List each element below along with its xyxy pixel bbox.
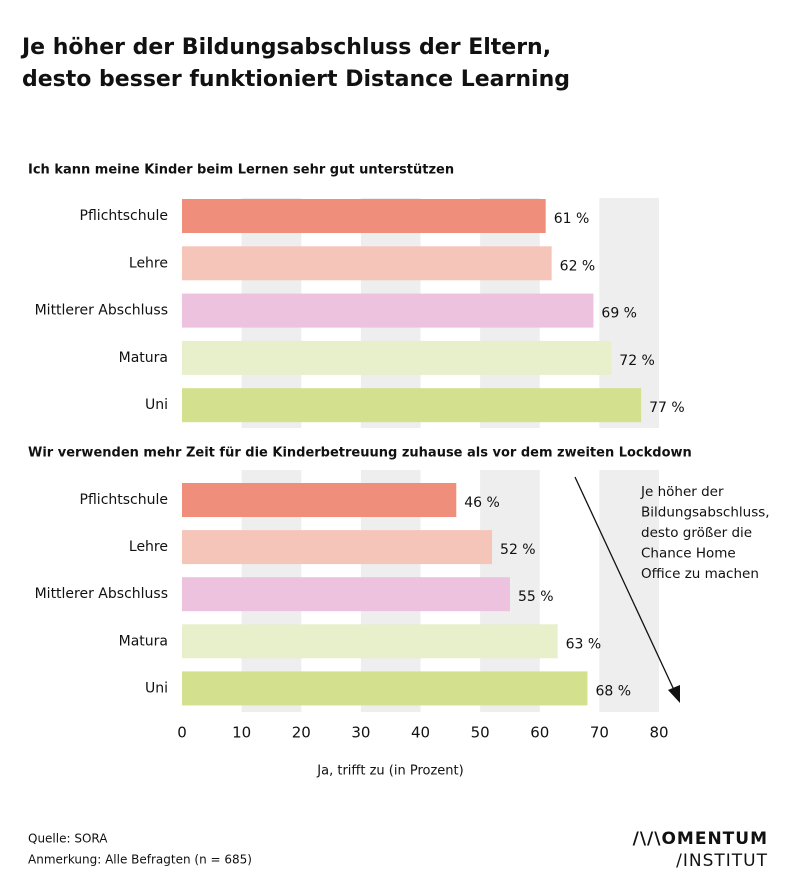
- category-label: Uni: [145, 397, 168, 413]
- annotation: desto größer die: [641, 525, 752, 541]
- category-label: Pflichtschule: [80, 208, 168, 224]
- annotation: Bildungsabschluss,: [641, 505, 770, 521]
- x-tick-label: 10: [232, 724, 251, 742]
- category-label: Mittlerer Abschluss: [35, 303, 168, 319]
- category-label: Mittlerer Abschluss: [35, 586, 168, 602]
- x-tick-label: 40: [411, 724, 430, 742]
- x-tick-label: 60: [530, 724, 549, 742]
- category-label: Uni: [145, 680, 168, 696]
- value-label: 55 %: [518, 589, 554, 605]
- annotation: Je höher der: [640, 484, 724, 500]
- source: Quelle: SORA: [28, 832, 108, 846]
- bar: [182, 340, 612, 375]
- x-tick-label: 50: [471, 724, 490, 742]
- bar: [182, 483, 457, 517]
- annotation: Office zu machen: [641, 566, 759, 582]
- value-label: 46 %: [464, 495, 500, 511]
- x-tick-label: 80: [649, 724, 668, 742]
- bar: [182, 293, 594, 328]
- chart-title: desto besser funktioniert Distance Learn…: [22, 67, 570, 92]
- value-label: 69 %: [601, 306, 637, 322]
- category-label: Matura: [119, 633, 168, 649]
- bar: [182, 671, 588, 706]
- x-tick-label: 70: [590, 724, 609, 742]
- panel-subtitle: Ich kann meine Kinder beim Lernen sehr g…: [28, 163, 454, 178]
- value-label: 77 %: [649, 400, 685, 416]
- value-label: 68 %: [595, 683, 631, 699]
- logo: /INSTITUT: [676, 851, 768, 871]
- panel-subtitle: Wir verwenden mehr Zeit für die Kinderbe…: [28, 446, 692, 461]
- bar: [182, 577, 510, 612]
- bar: [182, 530, 493, 565]
- category-label: Lehre: [129, 539, 168, 555]
- x-tick-label: 20: [292, 724, 311, 742]
- category-label: Pflichtschule: [80, 492, 168, 508]
- arrow-head: [668, 685, 680, 703]
- category-label: Matura: [119, 350, 168, 366]
- arrow: [574, 476, 675, 691]
- chart-title: Je höher der Bildungsabschluss der Elter…: [20, 35, 551, 60]
- value-label: 52 %: [500, 542, 536, 558]
- value-label: 61 %: [554, 211, 590, 227]
- grid-band: [599, 470, 659, 712]
- category-label: Lehre: [129, 255, 168, 271]
- bar: [182, 624, 558, 659]
- value-label: 72 %: [619, 353, 655, 369]
- value-label: 63 %: [566, 636, 602, 652]
- bar: [182, 246, 552, 281]
- x-axis-label: Ja, trifft zu (in Prozent): [316, 764, 463, 779]
- logo: /\/\OMENTUM: [633, 829, 768, 849]
- value-label: 62 %: [560, 258, 596, 274]
- bar: [182, 388, 642, 423]
- x-tick-label: 0: [177, 724, 187, 742]
- bar: [182, 199, 546, 233]
- x-tick-label: 30: [351, 724, 370, 742]
- note: Anmerkung: Alle Befragten (n = 685): [28, 853, 252, 867]
- annotation: Chance Home: [641, 546, 736, 562]
